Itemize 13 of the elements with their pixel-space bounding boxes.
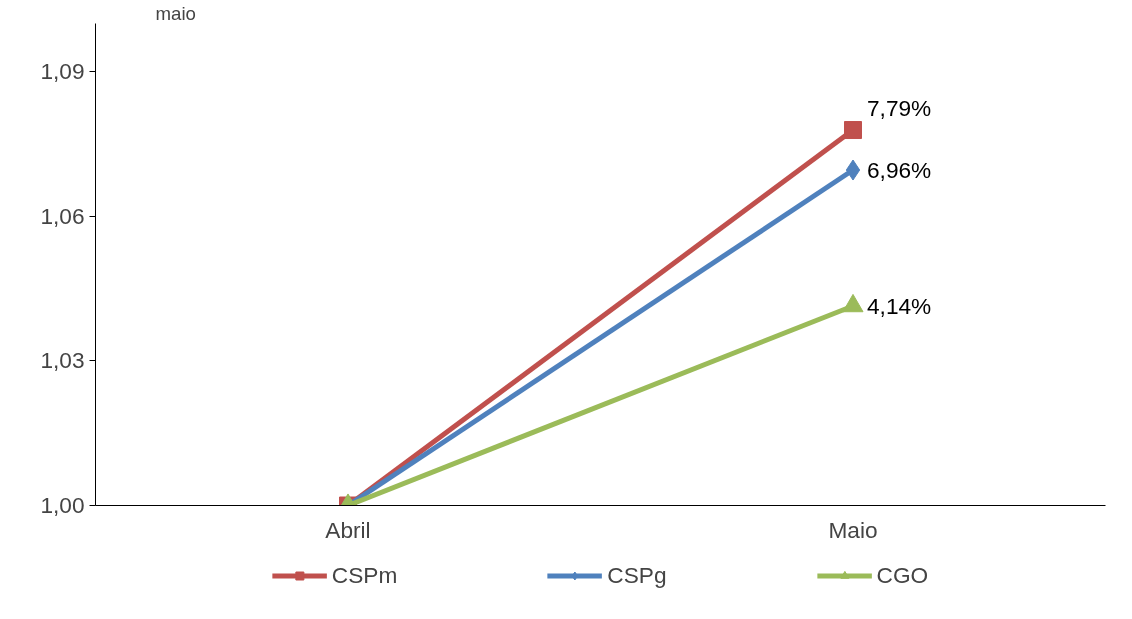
y-tick-label: 1,00 — [40, 492, 85, 518]
chart-title: maio — [155, 2, 196, 24]
annotation: 4,14% — [867, 292, 932, 319]
y-tick-label: 1,09 — [40, 58, 85, 85]
legend-label: CSPg — [607, 561, 667, 589]
x-tick-label: Maio — [828, 516, 878, 543]
legend-label: CGO — [876, 561, 929, 589]
annotation: 6,96% — [867, 157, 932, 184]
annotation: 7,79% — [867, 95, 932, 122]
x-tick-label: Abril — [325, 516, 371, 543]
legend-label: CSPm — [331, 561, 398, 589]
y-tick-label: 1,06 — [40, 202, 85, 229]
y-tick-label: 1,03 — [40, 347, 85, 374]
